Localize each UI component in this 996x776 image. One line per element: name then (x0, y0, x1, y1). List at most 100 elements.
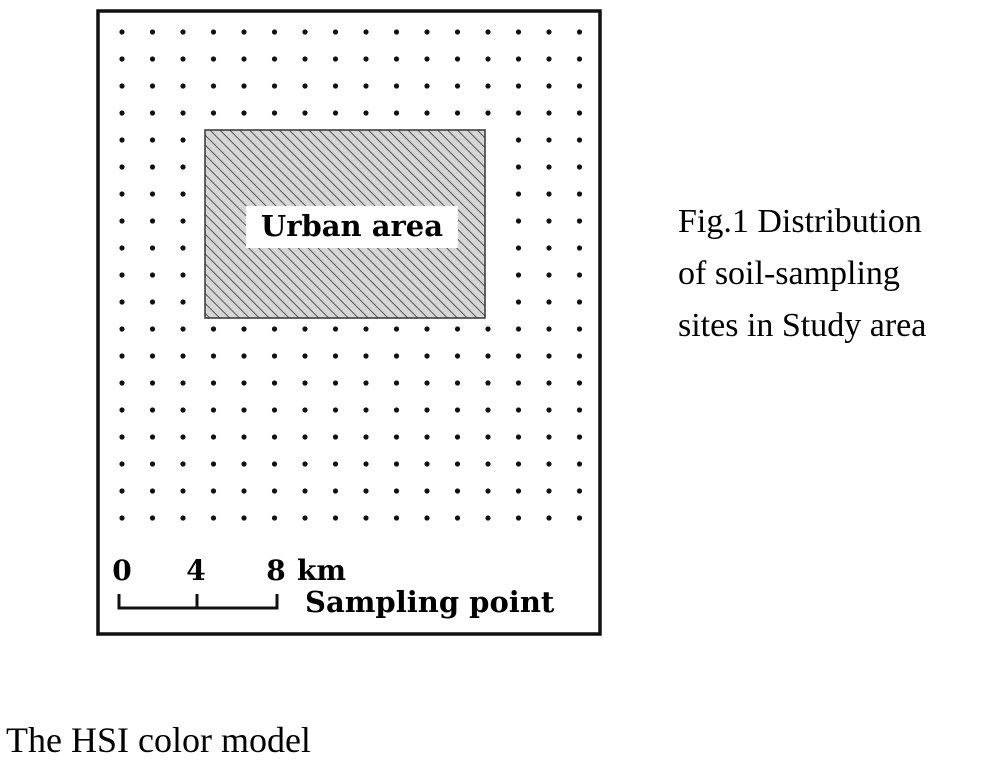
sampling-point (241, 83, 247, 89)
sampling-point (393, 515, 400, 521)
sampling-point (149, 245, 156, 251)
sampling-point (149, 434, 156, 440)
sampling-point (546, 164, 552, 170)
sampling-point (241, 353, 247, 359)
sampling-point (515, 326, 522, 332)
sampling-point (393, 434, 400, 440)
sampling-point (149, 218, 156, 224)
scale-bar: 0 4 8 km (112, 554, 346, 610)
sampling-point (302, 110, 308, 116)
sampling-point (149, 191, 156, 197)
sampling-point (302, 353, 308, 359)
sampling-point (454, 488, 461, 494)
sampling-point (271, 353, 278, 359)
sampling-point (332, 515, 339, 521)
sampling-point (424, 56, 430, 62)
sampling-point (576, 380, 583, 386)
sampling-point (149, 56, 156, 62)
sampling-point (363, 461, 369, 467)
sampling-point (515, 164, 522, 170)
sampling-point (363, 29, 369, 35)
sampling-point (485, 110, 491, 116)
sampling-point (515, 29, 522, 35)
sampling-point (302, 83, 308, 89)
sampling-point (546, 110, 552, 116)
sampling-point (424, 488, 430, 494)
sampling-point (149, 515, 156, 521)
sampling-point (393, 83, 400, 89)
sampling-point (119, 272, 125, 278)
sampling-point (180, 461, 186, 467)
sampling-point (119, 83, 125, 89)
sampling-point (241, 110, 247, 116)
sampling-point (424, 434, 430, 440)
sampling-point (119, 29, 125, 35)
sampling-point (119, 353, 125, 359)
sampling-point (149, 164, 156, 170)
figure-caption: Fig.1 Distribution of soil-sampling site… (678, 196, 988, 352)
sampling-point (576, 218, 583, 224)
sampling-point (393, 353, 400, 359)
sampling-point (149, 380, 156, 386)
map-frame (96, 9, 602, 636)
sampling-point (271, 461, 278, 467)
sampling-point (180, 191, 186, 197)
section-heading: The HSI color model (6, 720, 311, 760)
sampling-point (546, 434, 552, 440)
sampling-point (302, 434, 308, 440)
sampling-point (119, 299, 125, 305)
sampling-point (271, 488, 278, 494)
sampling-point (241, 380, 247, 386)
sampling-point (363, 110, 369, 116)
sampling-point (576, 56, 583, 62)
sampling-point (363, 407, 369, 413)
sampling-point (424, 461, 430, 467)
sampling-point (180, 515, 186, 521)
sampling-point (485, 353, 491, 359)
sampling-point (302, 326, 308, 332)
sampling-point (332, 56, 339, 62)
sampling-point (515, 83, 522, 89)
sampling-point (180, 272, 186, 278)
sampling-point (393, 488, 400, 494)
sampling-point (332, 353, 339, 359)
sampling-point (119, 326, 125, 332)
sampling-point (424, 353, 430, 359)
sampling-point (576, 272, 583, 278)
sampling-point (210, 380, 217, 386)
sampling-point (119, 407, 125, 413)
sampling-point (302, 56, 308, 62)
sampling-point (485, 29, 491, 35)
sampling-point (454, 353, 461, 359)
sampling-point (485, 515, 491, 521)
sampling-point (119, 137, 125, 143)
sampling-point (241, 461, 247, 467)
sampling-point (149, 137, 156, 143)
sampling-point (485, 326, 491, 332)
sampling-point (515, 434, 522, 440)
sampling-point (271, 407, 278, 413)
sampling-point (271, 380, 278, 386)
sampling-point (546, 191, 552, 197)
sampling-point (241, 434, 247, 440)
sampling-point (332, 326, 339, 332)
sampling-point (363, 515, 369, 521)
scale-tick-label-8: 8 (266, 554, 285, 587)
sampling-point (454, 434, 461, 440)
sampling-point (515, 299, 522, 305)
figure-caption-line-3: sites in Study area (678, 307, 927, 344)
sampling-point (515, 353, 522, 359)
sampling-point (485, 407, 491, 413)
sampling-point (546, 245, 552, 251)
sampling-point (119, 56, 125, 62)
sampling-point (210, 488, 217, 494)
scale-tick-label-0: 0 (112, 554, 131, 587)
sampling-point (180, 83, 186, 89)
sampling-point (302, 488, 308, 494)
sampling-point (210, 110, 217, 116)
sampling-point (576, 299, 583, 305)
sampling-point (210, 461, 217, 467)
sampling-point (241, 326, 247, 332)
sampling-point (332, 488, 339, 494)
sampling-point (424, 407, 430, 413)
